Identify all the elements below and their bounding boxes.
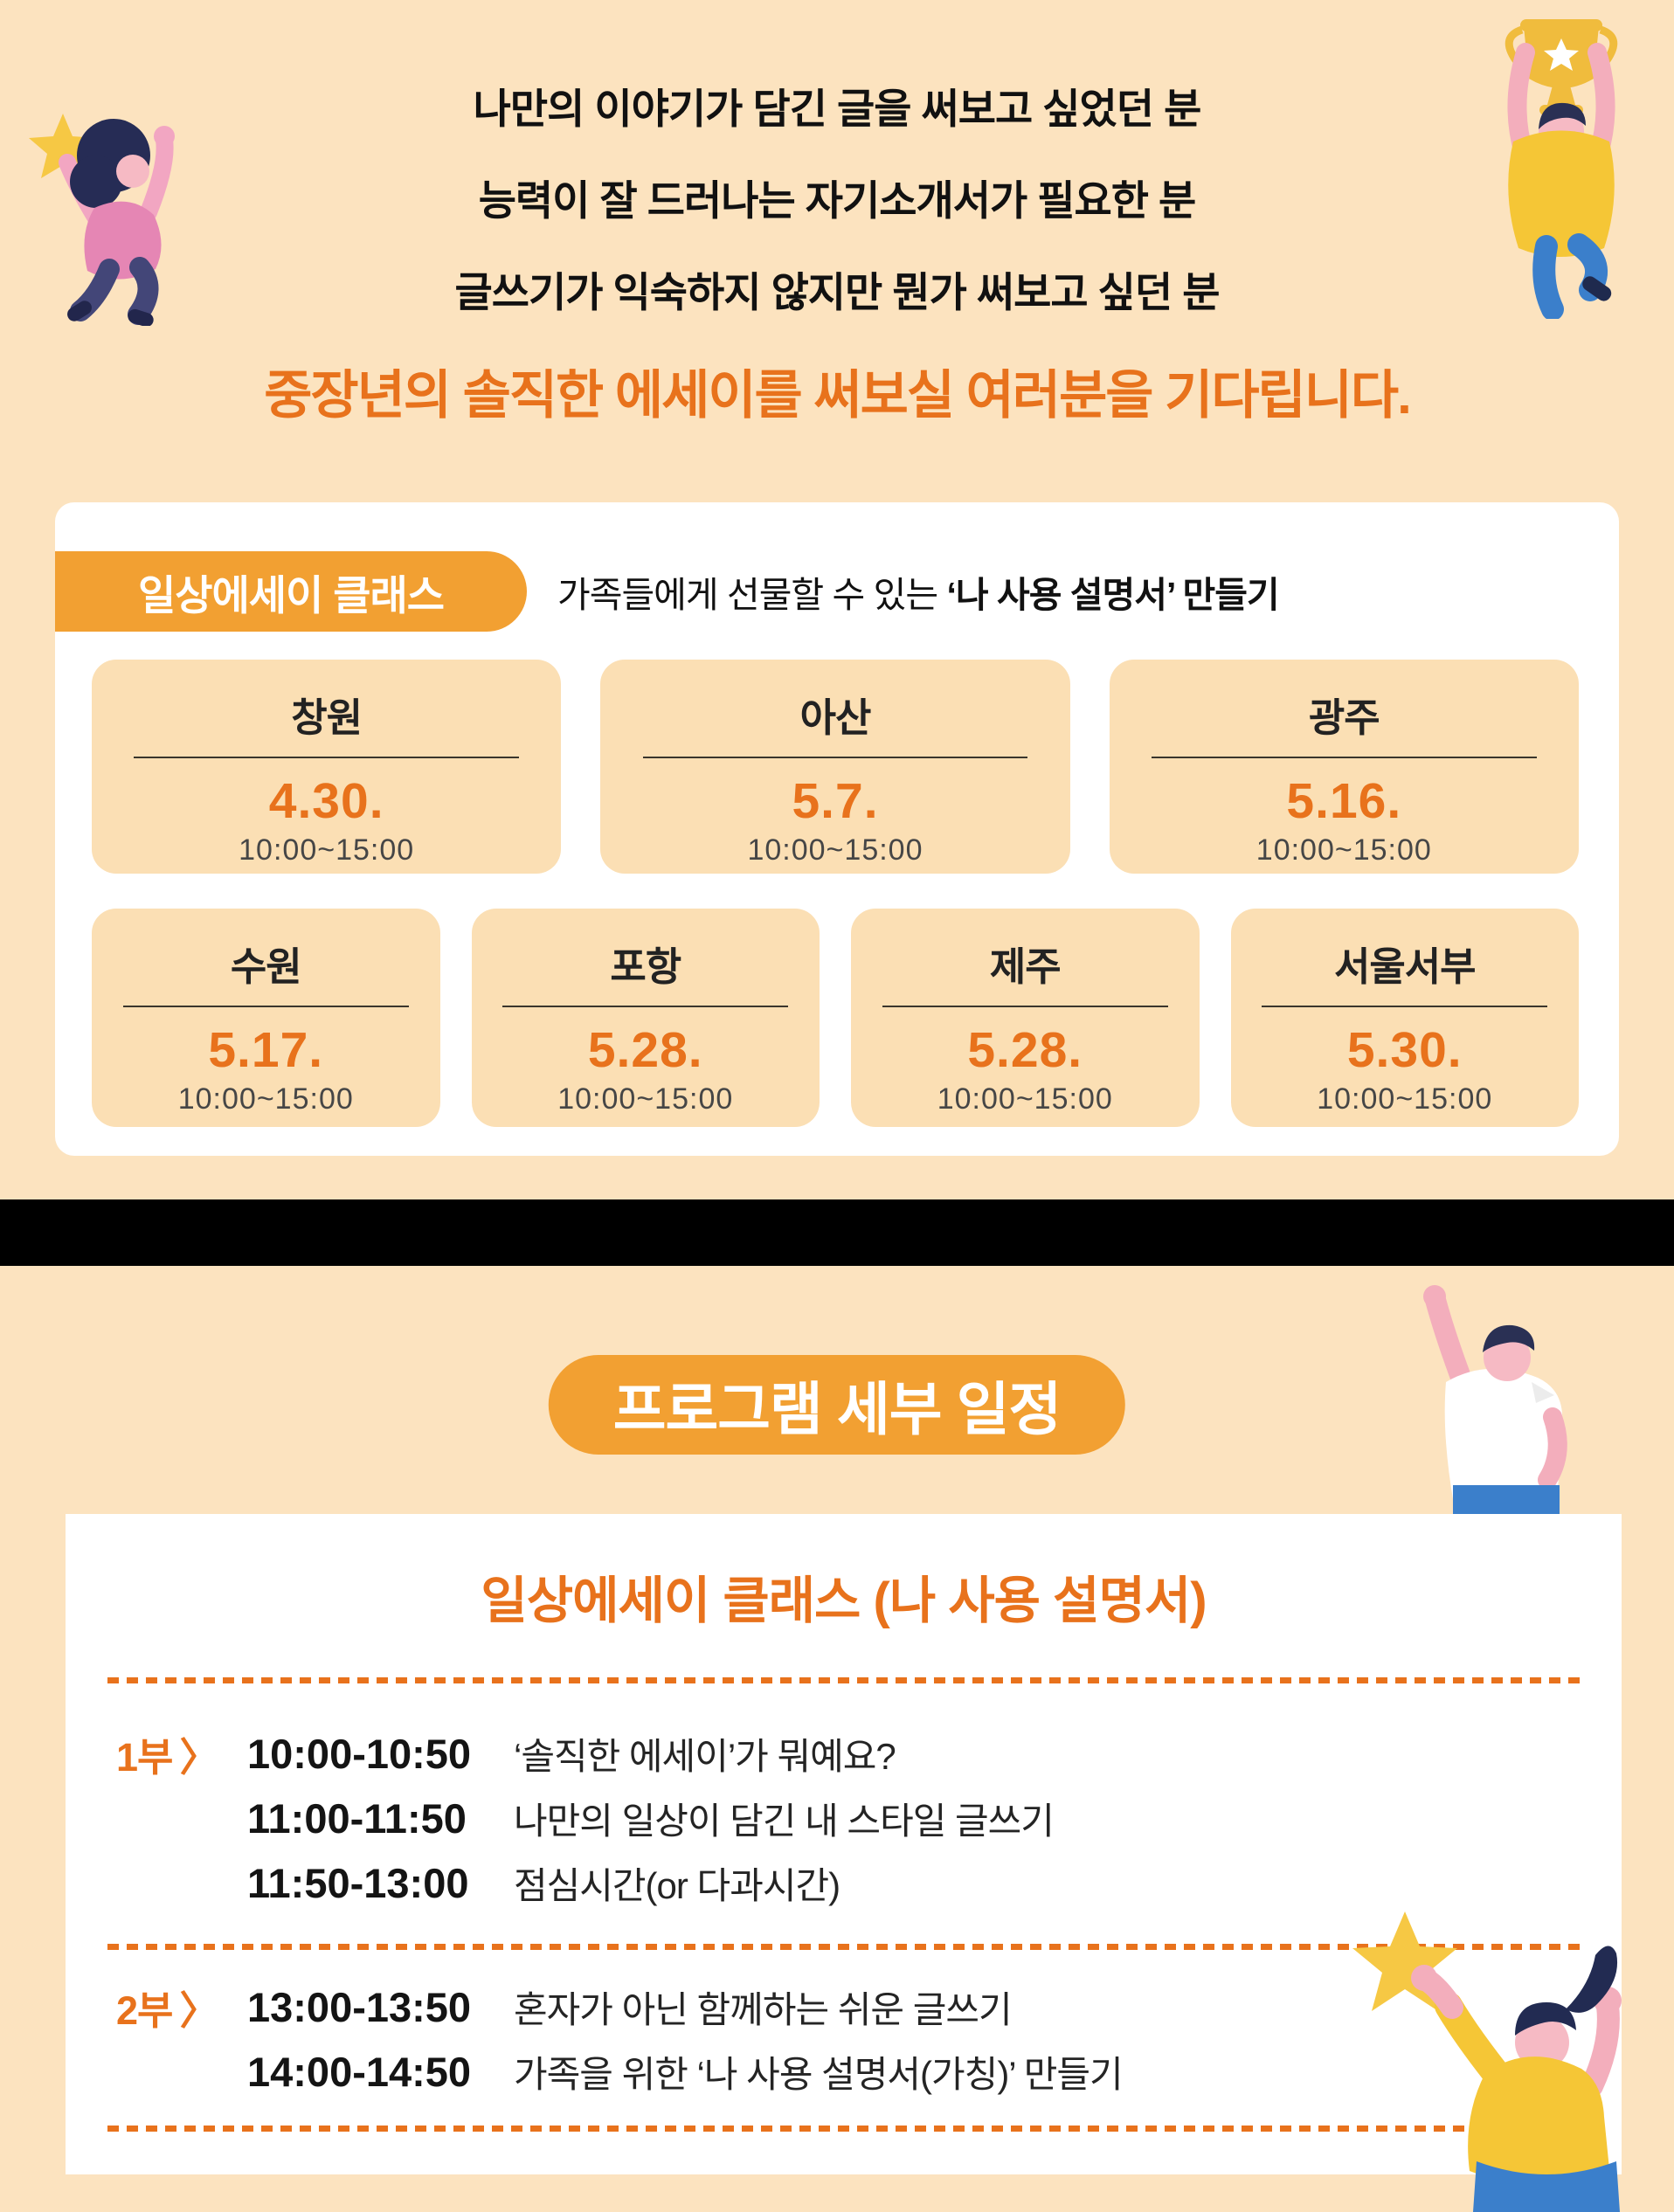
schedule-desc: 점심시간(or 다과시간) xyxy=(514,1864,840,1906)
program-detail-card: 일상에세이 클래스 (나 사용 설명서) 1부 〉 10:00-10:50 ‘솔직… xyxy=(66,1514,1622,2174)
session-date: 5.30. xyxy=(1346,1022,1463,1078)
schedule-row: 11:50-13:00 점심시간(or 다과시간) xyxy=(116,1850,1595,1915)
schedule-desc: 나만의 일상이 담긴 내 스타일 글쓰기 xyxy=(514,1800,1055,1842)
program-badge-label: 프로그램 세부 일정 xyxy=(612,1377,1062,1441)
class-subtitle-bold: ‘나 사용 설명서’ 만들기 xyxy=(946,575,1279,615)
session-date: 5.16. xyxy=(1286,773,1402,829)
program-title: 일상에세이 클래스 (나 사용 설명서) xyxy=(481,1573,1207,1629)
schedule-desc: 가족을 위한 ‘나 사용 설명서(가칭)’ 만들기 xyxy=(514,2053,1124,2095)
session-card-suwon: 수원 5.17. 10:00~15:00 xyxy=(92,909,440,1127)
session-date: 5.7. xyxy=(792,773,879,829)
schedule-time: 10:00-10:50 xyxy=(247,1730,472,1777)
schedule-time: 13:00-13:50 xyxy=(247,1983,472,2030)
session-time: 10:00~15:00 xyxy=(747,833,923,867)
schedule-time: 11:50-13:00 xyxy=(247,1859,469,1906)
session-time: 10:00~15:00 xyxy=(1317,1082,1493,1116)
session-city: 광주 xyxy=(1308,695,1380,740)
program-part-1: 1부 〉 10:00-10:50 ‘솔직한 에세이’가 뭐예요? 11:00-11… xyxy=(116,1721,1595,1915)
headline: 중장년의 솔직한 에세이를 써보실 여러분을 기다립니다. xyxy=(264,366,1412,425)
session-date: 4.30. xyxy=(268,773,384,829)
session-date: 5.17. xyxy=(208,1022,324,1078)
session-city: 제주 xyxy=(989,944,1062,989)
intro-text: 나만의 이야기가 담긴 글을 써보고 싶었던 분 능력이 잘 드러나는 자기소개… xyxy=(0,63,1674,338)
session-card-changwon: 창원 4.30. 10:00~15:00 xyxy=(92,660,562,874)
session-divider xyxy=(1152,757,1537,758)
class-subtitle-regular: 가족들에게 선물할 수 있는 xyxy=(557,575,947,615)
session-card-pohang: 포항 5.28. 10:00~15:00 xyxy=(471,909,820,1127)
session-city: 포항 xyxy=(610,944,681,989)
session-city: 서울서부 xyxy=(1333,944,1477,989)
intro-line-3: 글쓰기가 익숙하지 않지만 뭔가 써보고 싶던 분 xyxy=(454,269,1221,315)
session-date: 5.28. xyxy=(587,1022,703,1078)
session-time: 10:00~15:00 xyxy=(177,1082,354,1116)
session-divider xyxy=(134,757,519,758)
chevron-right-icon: 〉 xyxy=(179,1734,218,1780)
session-time: 10:00~15:00 xyxy=(937,1082,1113,1116)
dashed-divider-middle xyxy=(107,1944,1580,1950)
schedule-row: 14:00-14:50 가족을 위한 ‘나 사용 설명서(가칭)’ 만들기 xyxy=(116,2039,1595,2104)
session-card-jeju: 제주 5.28. 10:00~15:00 xyxy=(851,909,1200,1127)
session-city: 아산 xyxy=(799,695,872,740)
schedule-time: 14:00-14:50 xyxy=(247,2048,472,2095)
program-part-2: 2부 〉 13:00-13:50 혼자가 아닌 함께하는 쉬운 글쓰기 14:00… xyxy=(116,1974,1595,2104)
class-schedule-card: 일상에세이 클래스 가족들에게 선물할 수 있는 ‘나 사용 설명서’ 만들기 … xyxy=(55,502,1619,1156)
session-divider xyxy=(1262,1006,1548,1007)
schedule-desc: ‘솔직한 에세이’가 뭐예요? xyxy=(514,1735,896,1777)
session-divider xyxy=(882,1006,1168,1007)
session-date: 5.28. xyxy=(967,1022,1083,1078)
chevron-right-icon: 〉 xyxy=(179,1987,218,2033)
session-divider xyxy=(642,757,1028,758)
session-time: 10:00~15:00 xyxy=(557,1082,734,1116)
star-woman-illustration xyxy=(1352,1911,1622,2212)
dashed-divider-bottom xyxy=(107,2126,1580,2132)
jumping-woman-star-illustration xyxy=(29,114,175,326)
session-time: 10:00~15:00 xyxy=(1256,833,1432,867)
session-divider xyxy=(502,1006,789,1007)
intro-line-1: 나만의 이야기가 담긴 글을 써보고 싶었던 분 xyxy=(473,86,1202,132)
schedule-row: 1부 〉 10:00-10:50 ‘솔직한 에세이’가 뭐예요? xyxy=(116,1721,1595,1786)
dashed-divider-top xyxy=(107,1677,1580,1683)
session-card-gwangju: 광주 5.16. 10:00~15:00 xyxy=(1109,660,1579,874)
schedule-row: 2부 〉 13:00-13:50 혼자가 아닌 함께하는 쉬운 글쓰기 xyxy=(116,1974,1595,2039)
trophy-man-illustration xyxy=(1505,19,1618,319)
session-card-asan: 아산 5.7. 10:00~15:00 xyxy=(600,660,1070,874)
session-city: 수원 xyxy=(230,944,302,989)
program-badge: 프로그램 세부 일정 xyxy=(548,1355,1126,1455)
session-row-2: 수원 5.17. 10:00~15:00 포항 5.28. 10:00~15:0… xyxy=(92,909,1579,1127)
session-divider xyxy=(122,1006,409,1007)
class-badge: 일상에세이 클래스 xyxy=(55,551,527,632)
schedule-row: 11:00-11:50 나만의 일상이 담긴 내 스타일 글쓰기 xyxy=(116,1786,1595,1850)
schedule-time: 11:00-11:50 xyxy=(247,1794,467,1842)
class-subtitle: 가족들에게 선물할 수 있는 ‘나 사용 설명서’ 만들기 xyxy=(557,551,1280,632)
session-card-seoul-west: 서울서부 5.30. 10:00~15:00 xyxy=(1230,909,1579,1127)
session-row-1: 창원 4.30. 10:00~15:00 아산 5.7. 10:00~15:00… xyxy=(92,660,1579,874)
schedule-desc: 혼자가 아닌 함께하는 쉬운 글쓰기 xyxy=(514,1988,1013,2030)
session-city: 창원 xyxy=(291,695,363,740)
part-label: 1부 〉 xyxy=(116,1734,218,1780)
cheering-man-illustration xyxy=(1423,1285,1567,1517)
class-badge-label: 일상에세이 클래스 xyxy=(138,571,445,619)
section-divider-bar xyxy=(0,1199,1674,1266)
session-time: 10:00~15:00 xyxy=(239,833,415,867)
intro-line-2: 능력이 잘 드러나는 자기소개서가 필요한 분 xyxy=(478,177,1197,224)
part-label: 2부 〉 xyxy=(116,1987,218,2033)
